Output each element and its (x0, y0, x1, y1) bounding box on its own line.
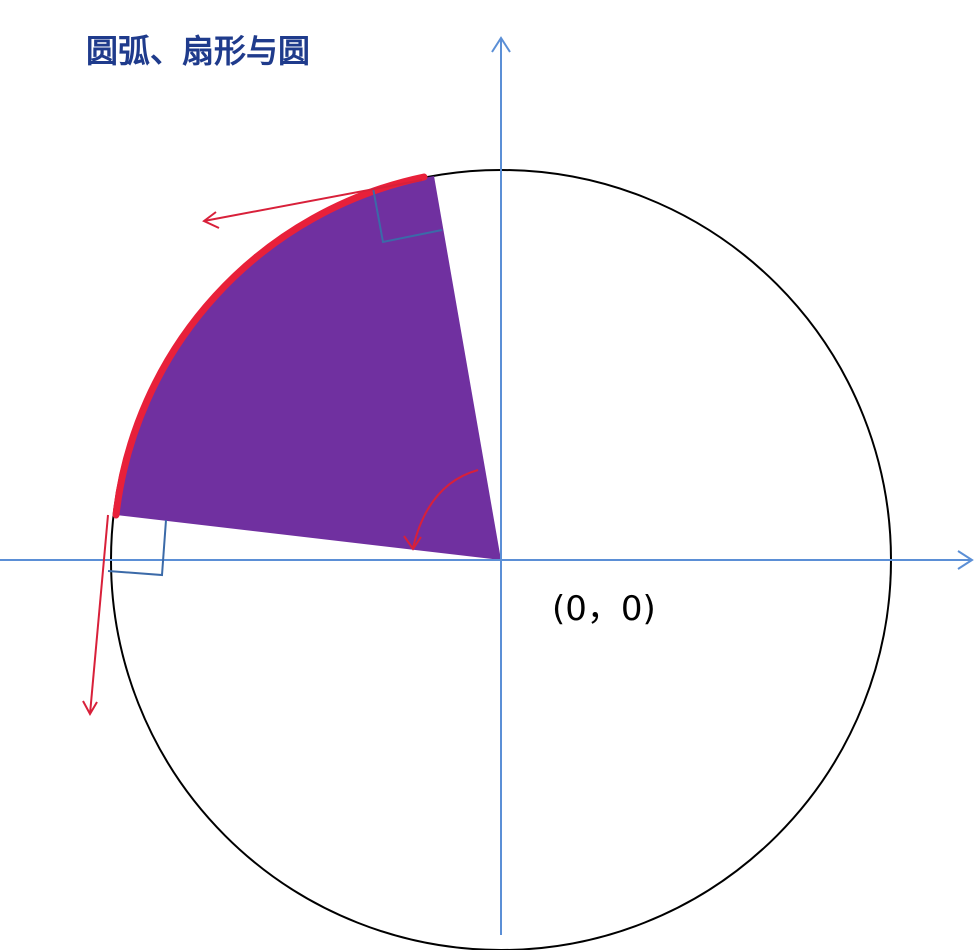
x-axis-arrowhead (957, 550, 974, 570)
coordinate-axes (0, 36, 974, 935)
page-title: 圆弧、扇形与圆 (86, 32, 310, 70)
highlighted-arc (112, 173, 428, 519)
right-angle-marker-lower (107, 519, 167, 577)
right-angle-marker-upper (372, 187, 443, 244)
y-axis-arrowhead (491, 36, 511, 53)
sector (116, 176, 501, 560)
tangent-arrow-lower (82, 514, 109, 717)
angle-direction-arrow (403, 469, 479, 551)
origin-label: (0，0) (552, 589, 656, 629)
tangent-arrow-upper (202, 179, 423, 229)
